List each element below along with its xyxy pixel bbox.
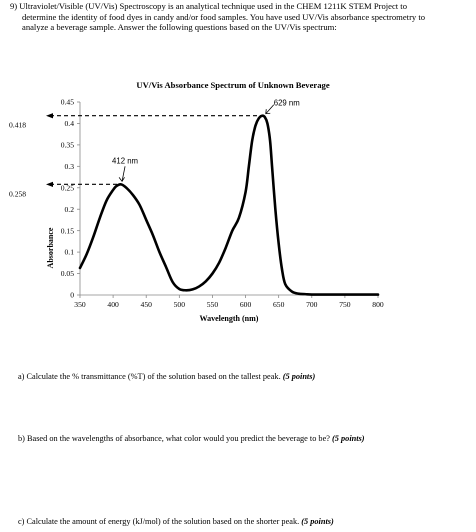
reference-arrow-2 <box>46 181 53 187</box>
peak-label-412: 412 nm <box>112 156 138 165</box>
y-tick-label: 0.2 <box>65 205 75 214</box>
question-a: a) Calculate the % transmittance (%T) of… <box>18 372 315 381</box>
peak-arrowhead-629 <box>265 109 271 115</box>
y-tick-label: 0.35 <box>61 140 74 149</box>
y-tick-label: 0.3 <box>65 162 75 171</box>
intro-text: 9) Ultraviolet/Visible (UV/Vis) Spectros… <box>10 1 474 33</box>
question-a-points: (5 points) <box>282 372 316 381</box>
peak-arrow-412 <box>121 166 126 182</box>
y-tick-label: 0.05 <box>61 269 74 278</box>
x-tick-label: 350 <box>74 300 86 309</box>
question-b-points: (5 points) <box>332 434 365 443</box>
y-tick-label: 0.45 <box>61 98 74 107</box>
x-tick-label: 600 <box>240 300 252 309</box>
question-b: b) Based on the wavelengths of absorbanc… <box>18 434 365 443</box>
x-tick-label: 500 <box>174 300 186 309</box>
x-tick-label: 650 <box>273 300 285 309</box>
x-tick-label: 750 <box>339 300 351 309</box>
y-tick-label: 0 <box>70 291 74 300</box>
y-axis: 0 0.05 0.1 0.15 0.2 0.25 0.3 0.35 0.4 0.45 <box>61 98 81 300</box>
y-tick-label: 0.1 <box>65 248 75 257</box>
peak-arrowhead-412 <box>118 177 125 183</box>
y-tick-label: 0.25 <box>61 183 74 192</box>
y-tick-label: 0.15 <box>61 226 74 235</box>
y-tick-label: 0.4 <box>65 119 75 128</box>
x-tick-label: 550 <box>207 300 219 309</box>
intro-line-1: 9) Ultraviolet/Visible (UV/Vis) Spectros… <box>10 1 407 11</box>
x-axis: 350 400 450 500 550 600 650 700 750 800 <box>74 294 384 309</box>
x-tick-label: 700 <box>306 300 318 309</box>
peak-label-629: 629 nm <box>274 99 300 108</box>
x-axis-label: Wavelength (nm) <box>200 314 259 323</box>
intro-line-2: determine the identity of food dyes in c… <box>22 11 426 22</box>
x-tick-label: 800 <box>372 300 384 309</box>
x-tick-label: 450 <box>141 300 153 309</box>
y-axis-label: Absorbance <box>46 227 55 268</box>
question-b-text: b) Based on the wavelengths of absorbanc… <box>18 434 330 443</box>
absorbance-chart: UV/Vis Absorbance Spectrum of Unknown Be… <box>9 80 384 323</box>
series-line <box>78 114 380 296</box>
reference-arrow-1 <box>46 113 53 119</box>
intro-line-3: analyze a beverage sample. Answer the fo… <box>22 22 337 33</box>
question-c-text: c) Calculate the amount of energy (kJ/mo… <box>18 517 300 526</box>
chart-title: UV/Vis Absorbance Spectrum of Unknown Be… <box>136 80 329 90</box>
peak-arrow-629 <box>265 104 275 114</box>
question-c: c) Calculate the amount of energy (kJ/mo… <box>18 517 334 526</box>
reference-label-1: 0.418 <box>9 121 26 130</box>
question-c-points: (5 points) <box>301 517 334 526</box>
question-a-text: a) Calculate the % transmittance (%T) of… <box>18 372 281 381</box>
x-tick-label: 400 <box>107 300 119 309</box>
reference-label-2: 0.258 <box>9 189 26 198</box>
